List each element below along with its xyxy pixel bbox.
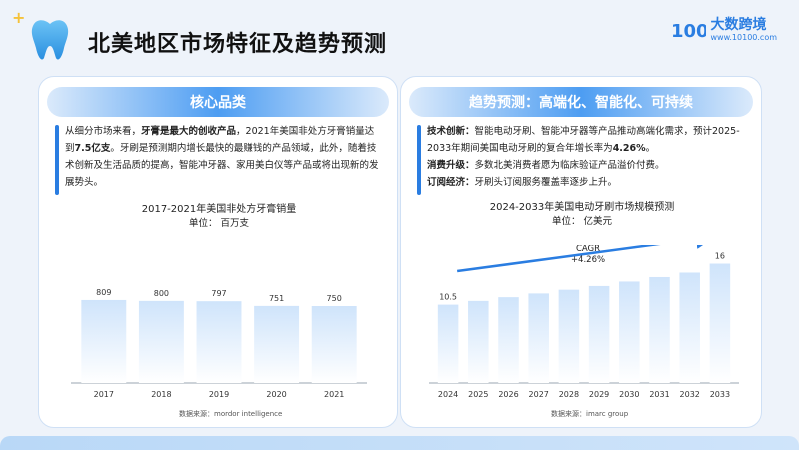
tick-label: 2033 xyxy=(710,390,730,399)
trend-forecast-panel: 趋势预测：高端化、智能化、可持续 技术创新：智能电动牙刷、智能冲牙器等产品推动高… xyxy=(400,76,762,428)
data-label: 800 xyxy=(154,289,169,298)
logo-url: www.10100.com xyxy=(710,33,777,42)
logo-mark-text: 100 xyxy=(671,21,706,42)
bar-2024 xyxy=(437,304,459,383)
bar-2018 xyxy=(138,300,184,383)
panel-heading: 核心品类 xyxy=(47,87,389,117)
trend-label: 技术创新： xyxy=(427,126,475,137)
bar-2021 xyxy=(311,306,357,383)
cagr-value: +4.26% xyxy=(571,255,605,265)
sparkle-icon: + xyxy=(12,8,26,27)
accent-bar xyxy=(417,125,421,195)
text-span: ，2021年美国非处方牙膏销量达到 xyxy=(65,126,375,154)
trend-list: 技术创新：智能电动牙刷、智能冲牙器等产品推动高端化需求，预计2025-2033年… xyxy=(427,123,747,191)
cagr-label: CAGR xyxy=(576,245,600,254)
chart-unit: 单位： 亿美元 xyxy=(551,216,613,227)
cagr-arrow xyxy=(456,245,716,273)
tick-label: 2032 xyxy=(680,390,700,399)
bottom-band xyxy=(0,436,799,450)
trend-text: 多数北美消费者愿为临床验证产品溢价付费。 xyxy=(474,160,665,171)
text-span: 。牙刷是预测期内增长最快的最赚钱的产品领域，此外，随着技术创新及生活品质的提高，… xyxy=(65,143,379,188)
page-title: 北美地区市场特征及趋势预测 xyxy=(88,32,388,57)
bar-2026 xyxy=(498,297,519,383)
tick-label: 2019 xyxy=(209,390,229,399)
tick-label: 2024 xyxy=(438,390,458,399)
trend-text: 牙刷头订阅服务覆盖率逐步上升。 xyxy=(474,177,618,188)
bar-2031 xyxy=(649,276,670,383)
bar-2032 xyxy=(679,272,700,383)
tick-label: 2031 xyxy=(649,390,669,399)
trend-tail: 。 xyxy=(645,143,656,154)
tick-label: 2020 xyxy=(266,390,286,399)
source-note: 数据来源：imarc group xyxy=(551,410,629,418)
data-label: 10.5 xyxy=(439,293,457,302)
brand-logo: 100 大数跨境 www.10100.com xyxy=(670,16,777,44)
data-label: 809 xyxy=(96,288,111,297)
data-label: 751 xyxy=(269,294,284,303)
text-bold: 7.5亿支 xyxy=(74,143,111,154)
trend-label: 订阅经济： xyxy=(427,177,475,188)
bar-2027 xyxy=(528,293,549,383)
chart-unit: 单位： 百万支 xyxy=(188,218,250,229)
core-category-panel: 核心品类 从细分市场来看，牙膏是最大的创收产品，2021年美国非处方牙膏销量达到… xyxy=(38,76,398,428)
tick-label: 2017 xyxy=(94,390,114,399)
tick-label: 2029 xyxy=(589,390,609,399)
tick-label: 2018 xyxy=(151,390,171,399)
logo-name: 大数跨境 xyxy=(710,17,767,33)
toothpaste-sales-chart: 809 2017 800 2018 797 2019 751 2020 750 2021 xyxy=(71,288,367,399)
accent-bar xyxy=(55,125,59,195)
bar-2020 xyxy=(254,305,300,383)
tick-label: 2027 xyxy=(529,390,549,399)
trend-label: 消费升级： xyxy=(427,160,475,171)
bar-2019 xyxy=(196,301,242,383)
tick-label: 2028 xyxy=(559,390,579,399)
trend-item: 消费升级：多数北美消费者愿为临床验证产品溢价付费。 xyxy=(427,157,747,174)
chart-title: 2017-2021年美国非处方牙膏销量 xyxy=(141,204,297,215)
text-bold: 牙膏是最大的创收产品 xyxy=(141,126,237,137)
bar-2033 xyxy=(709,263,731,383)
bar-2025 xyxy=(468,300,489,383)
trend-text: 智能电动牙刷、智能冲牙器等产品推动高端化需求，预计2025-2033年期间美国电… xyxy=(427,126,740,154)
bar-2029 xyxy=(588,285,610,383)
tick-label: 2026 xyxy=(498,390,518,399)
trend-bold: 4.26% xyxy=(612,143,646,154)
trend-item: 订阅经济：牙刷头订阅服务覆盖率逐步上升。 xyxy=(427,174,747,191)
logo-mark-icon: 100 xyxy=(671,21,706,42)
data-label: 750 xyxy=(327,294,342,303)
data-label: 797 xyxy=(211,289,226,298)
text-span: 从细分市场来看， xyxy=(65,126,142,137)
chart-title: 2024-2033年美国电动牙刷市场规模预测 xyxy=(489,202,675,213)
trend-item: 技术创新：智能电动牙刷、智能冲牙器等产品推动高端化需求，预计2025-2033年… xyxy=(427,123,747,157)
tick-label: 2025 xyxy=(468,390,488,399)
data-label: 16 xyxy=(715,252,725,261)
electric-toothbrush-chart: 10.5 2024 2025 2026 2027 2028 2029 2030 2031 2032… xyxy=(429,245,739,399)
tick-label: 2021 xyxy=(324,390,344,399)
panel-heading: 趋势预测：高端化、智能化、可持续 xyxy=(409,87,753,117)
bar-2028 xyxy=(558,289,580,383)
bar-2017 xyxy=(81,299,127,383)
bar-2030 xyxy=(619,281,640,383)
tooth-icon xyxy=(31,20,69,60)
core-category-text: 从细分市场来看，牙膏是最大的创收产品，2021年美国非处方牙膏销量达到7.5亿支… xyxy=(65,123,383,191)
tick-label: 2030 xyxy=(619,390,639,399)
source-note: 数据来源：mordor intelligence xyxy=(179,410,283,418)
